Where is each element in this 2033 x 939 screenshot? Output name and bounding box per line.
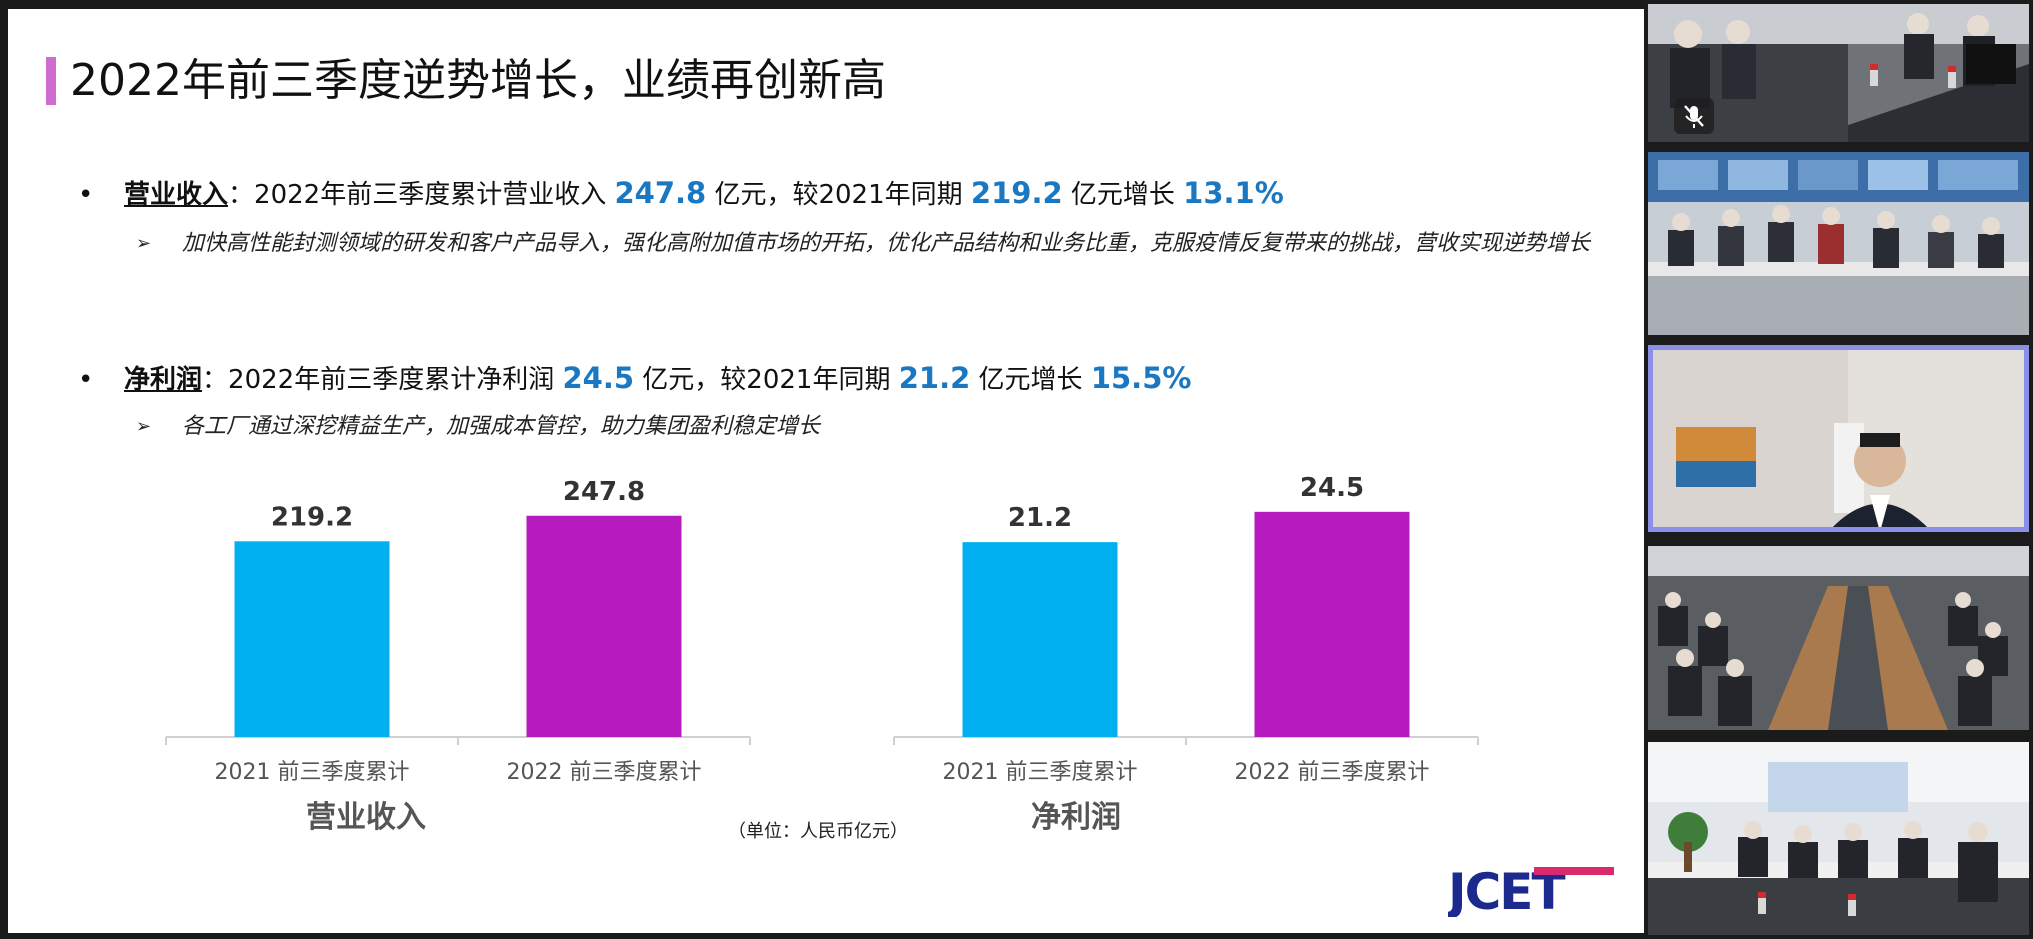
conference-room-video bbox=[1648, 4, 2029, 142]
bullet-dot: • bbox=[78, 365, 94, 395]
chart-title: 净利润 bbox=[1031, 800, 1121, 835]
bullet-term: 营业收入 bbox=[124, 180, 229, 210]
video-tile-4[interactable] bbox=[1648, 546, 2029, 730]
bar-value-label: 219.2 bbox=[271, 502, 353, 532]
classroom-video bbox=[1648, 152, 2029, 335]
slide-title: 2022年前三季度逆势增长，业绩再创新高 bbox=[70, 55, 886, 106]
bullet-growth: 15.5% bbox=[1090, 361, 1192, 395]
bullet-colon: ： bbox=[202, 365, 229, 395]
shared-slide: 2022年前三季度逆势增长，业绩再创新高 • 营业收入：2022年前三季度累计营业… bbox=[8, 9, 1644, 933]
jcet-logo: JCET bbox=[1448, 865, 1614, 917]
bullet-text: 2022年前三季度累计净利润 bbox=[228, 365, 563, 395]
video-tile-1[interactable] bbox=[1648, 4, 2029, 142]
revenue-bar-chart: 219.2 2021 前三季度累计 247.8 2022 前三季度累计营业收入 bbox=[165, 477, 751, 835]
bullet-value: 24.5 bbox=[562, 361, 635, 395]
video-tile-3-active-speaker[interactable] bbox=[1648, 345, 2029, 532]
net-profit-bar-chart: 21.2 2021 前三季度累计 24.5 2022 前三季度累计净利润 bbox=[893, 473, 1479, 835]
bullet-text: 亿元，较2021年同期 bbox=[706, 180, 971, 210]
video-tile-2[interactable] bbox=[1648, 152, 2029, 335]
bullet-growth: 13.1% bbox=[1183, 176, 1284, 210]
bullet-term: 净利润 bbox=[124, 365, 203, 395]
bullet-net-profit: • 净利润：2022年前三季度累计净利润 24.5 亿元，较2021年同期 21.… bbox=[78, 358, 1191, 398]
bar-value-label: 21.2 bbox=[1008, 503, 1072, 533]
bar-2 bbox=[526, 515, 682, 737]
bullet-revenue: • 营业收入：2022年前三季度累计营业收入 247.8 亿元，较2021年同期 … bbox=[78, 173, 1284, 213]
meeting-room-video bbox=[1648, 742, 2029, 935]
bullet-text: 亿元，较2021年同期 bbox=[634, 365, 899, 395]
sub-point-text: 各工厂通过深挖精益生产，加强成本管控，助力集团盈利稳定增长 bbox=[182, 414, 821, 439]
category-tick-label: 2021 前三季度累计 bbox=[215, 760, 410, 785]
speaker-video bbox=[1648, 345, 2029, 532]
category-tick-label: 2022 前三季度累计 bbox=[1235, 760, 1430, 785]
arrow-icon: ➢ bbox=[136, 416, 152, 437]
bullet-colon: ： bbox=[228, 180, 255, 210]
bar-2 bbox=[1254, 511, 1410, 737]
title-accent-bar bbox=[46, 57, 56, 105]
unit-note: （单位：人民币亿元） bbox=[728, 821, 908, 842]
boardroom-video bbox=[1648, 546, 2029, 730]
sub-point-net-profit: ➢ 各工厂通过深挖精益生产，加强成本管控，助力集团盈利稳定增长 bbox=[136, 406, 1602, 448]
bullet-text: 亿元增长 bbox=[1062, 180, 1184, 210]
bar-value-label: 247.8 bbox=[563, 477, 645, 507]
chart-title: 营业收入 bbox=[306, 800, 426, 835]
bar-value-label: 24.5 bbox=[1300, 473, 1364, 503]
bullet-value: 21.2 bbox=[898, 361, 971, 395]
bullet-value: 247.8 bbox=[614, 176, 707, 210]
video-tile-5[interactable] bbox=[1648, 742, 2029, 935]
bullet-text: 2022年前三季度累计营业收入 bbox=[254, 180, 615, 210]
bar-1 bbox=[962, 542, 1118, 737]
sub-point-text: 加快高性能封测领域的研发和客户产品导入，强化高附加值市场的开拓，优化产品结构和业… bbox=[182, 231, 1591, 256]
participant-sidebar bbox=[1644, 0, 2033, 939]
bullet-dot: • bbox=[78, 180, 94, 210]
bullet-value: 219.2 bbox=[970, 176, 1063, 210]
arrow-icon: ➢ bbox=[136, 233, 152, 254]
bullet-text: 亿元增长 bbox=[970, 365, 1091, 395]
logo-accent-stripe bbox=[1534, 867, 1614, 875]
muted-mic-icon bbox=[1674, 98, 1714, 134]
bar-1 bbox=[234, 541, 390, 737]
category-tick-label: 2021 前三季度累计 bbox=[943, 760, 1138, 785]
category-tick-label: 2022 前三季度累计 bbox=[507, 760, 702, 785]
sub-point-revenue: ➢ 加快高性能封测领域的研发和客户产品导入，强化高附加值市场的开拓，优化产品结构… bbox=[136, 223, 1602, 265]
